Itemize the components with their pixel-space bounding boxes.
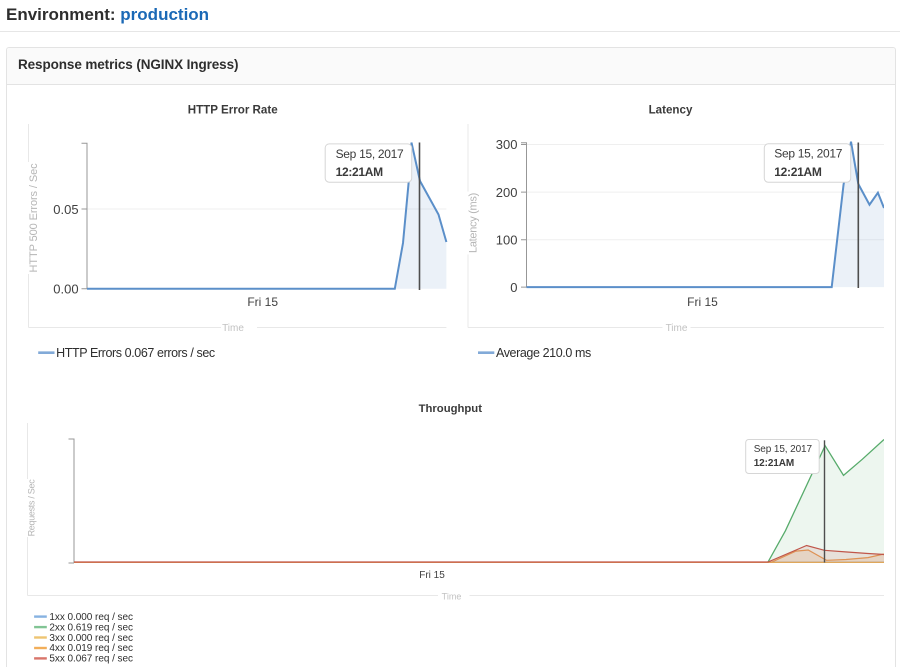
svg-text:0: 0 [510,280,517,295]
svg-text:Latency (ms): Latency (ms) [468,193,480,253]
svg-text:HTTP Error Rate: HTTP Error Rate [188,103,279,116]
svg-text:5xx 0.067 req / sec: 5xx 0.067 req / sec [49,654,133,665]
svg-text:12:21AM: 12:21AM [754,458,794,469]
svg-text:Fri 15: Fri 15 [419,570,445,581]
svg-text:200: 200 [496,185,518,200]
svg-text:Time: Time [442,592,462,602]
svg-text:Fri 15: Fri 15 [247,295,278,309]
svg-text:Throughput: Throughput [419,403,483,415]
svg-text:300: 300 [496,137,518,152]
svg-text:2xx 0.619 req / sec: 2xx 0.619 req / sec [49,622,133,633]
svg-text:Sep 15, 2017: Sep 15, 2017 [754,444,813,455]
svg-text:Sep 15, 2017: Sep 15, 2017 [336,147,404,161]
svg-text:Fri 15: Fri 15 [687,295,718,309]
svg-text:100: 100 [496,232,518,247]
svg-text:0.05: 0.05 [53,202,78,217]
svg-text:Time: Time [222,323,244,334]
svg-text:12:21AM: 12:21AM [774,165,822,179]
svg-text:12:21AM: 12:21AM [336,165,384,179]
svg-text:1xx 0.000 req / sec: 1xx 0.000 req / sec [49,612,133,623]
svg-text:0.00: 0.00 [53,282,78,297]
svg-text:4xx 0.019 req / sec: 4xx 0.019 req / sec [49,643,133,654]
svg-text:Average 210.0 ms: Average 210.0 ms [496,346,591,360]
svg-text:HTTP Errors 0.067 errors / sec: HTTP Errors 0.067 errors / sec [56,346,215,360]
svg-text:Sep 15, 2017: Sep 15, 2017 [774,147,842,161]
svg-text:Requests / Sec: Requests / Sec [27,479,37,537]
svg-text:Latency: Latency [649,103,693,116]
svg-text:HTTP 500 Errors / Sec: HTTP 500 Errors / Sec [28,163,40,273]
svg-text:3xx 0.000 req / sec: 3xx 0.000 req / sec [49,633,133,644]
svg-text:Time: Time [666,323,688,334]
